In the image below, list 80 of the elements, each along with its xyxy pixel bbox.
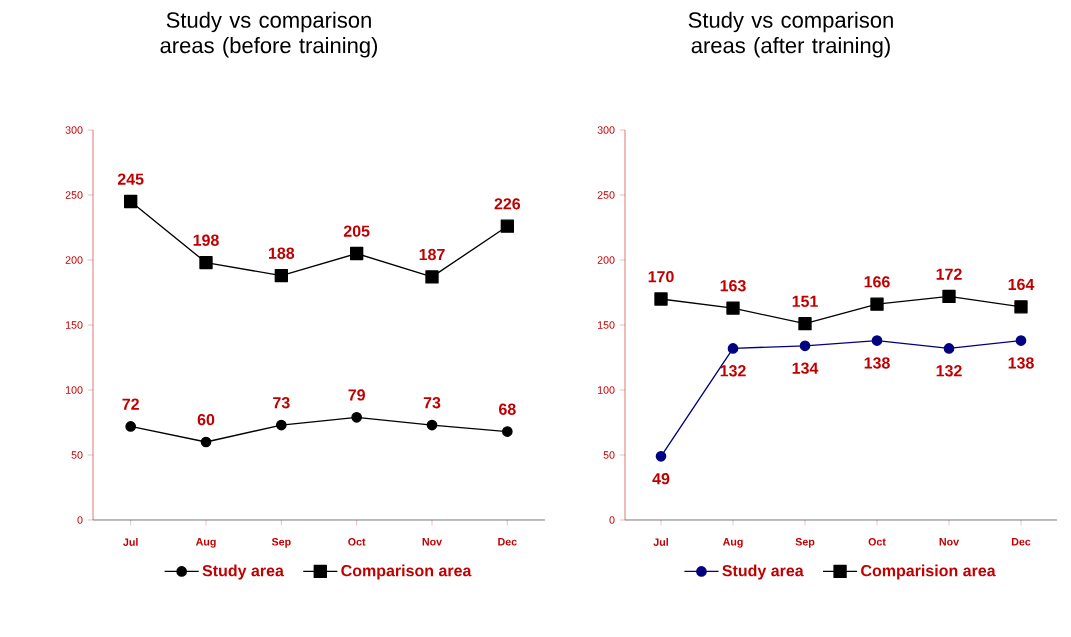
point [871,335,883,346]
point [276,419,287,431]
data-label: 73 [423,397,441,409]
point [500,219,514,233]
legend-label: Comparison area [341,564,472,580]
y-tick-label: 200 [597,256,615,264]
data-label: 226 [494,198,521,210]
y-tick-label: 250 [597,191,615,199]
point [943,343,955,354]
y-tick-label: 150 [65,321,83,329]
data-label: 164 [1008,278,1035,291]
data-label: 172 [936,268,962,280]
y-tick-label: 200 [65,256,83,264]
data-label: 151 [792,295,818,307]
point [124,194,138,209]
point [1014,300,1028,314]
legend-label: Study area [202,564,284,580]
x-tick-label: Nov [422,538,443,546]
x-tick-label: Aug [722,538,743,548]
point [655,450,667,462]
y-tick-label: 150 [597,321,615,329]
x-tick-label: Nov [939,538,960,546]
data-label: 138 [864,357,890,369]
data-label: 73 [273,397,290,409]
data-label: 132 [720,365,746,377]
data-label: 163 [720,280,746,292]
point [200,436,212,448]
data-label: 188 [268,247,295,259]
point [654,292,668,306]
point [799,340,811,352]
y-tick-label: 300 [597,126,615,134]
y-tick-label: 100 [65,386,83,394]
x-tick-label: Aug [195,538,216,548]
point [942,289,956,304]
data-label: 198 [193,234,219,246]
y-tick-label: 50 [603,451,615,459]
x-tick-label: Oct [348,538,366,546]
x-tick-label: Sep [271,538,291,548]
data-label: 49 [652,473,670,485]
data-label: 245 [117,173,144,185]
point [125,421,137,432]
data-label: 166 [864,276,890,288]
x-tick-label: Jul [653,538,668,546]
legend-label: Study area [722,564,804,580]
point [798,317,812,331]
data-label: 138 [1008,357,1034,369]
point [351,411,362,423]
data-label: 187 [419,248,445,261]
point [726,301,740,315]
point [274,268,289,283]
data-label: 68 [499,403,516,415]
y-tick-label: 250 [65,191,83,199]
x-tick-label: Dec [498,538,517,546]
chart-title: Study vs comparison areas (after training) [688,11,893,58]
data-label: 132 [936,365,962,377]
point [425,270,439,284]
point [727,343,739,354]
x-tick-label: Oct [868,538,886,546]
point [350,246,364,261]
data-label: 205 [343,225,370,237]
data-label: 134 [792,362,819,374]
data-label: 60 [197,413,215,426]
data-label: 79 [348,389,365,401]
legend-label: Comparision area [861,564,996,580]
x-tick-label: Jul [123,538,138,546]
point [199,255,213,270]
y-tick-label: 0 [77,516,83,524]
point [426,419,438,431]
y-tick-label: 50 [71,451,83,459]
data-label: 72 [122,398,139,410]
point [501,426,513,437]
point [870,297,884,311]
point [1015,335,1027,346]
data-label: 170 [648,270,674,283]
x-tick-label: Dec [1011,538,1031,546]
y-tick-label: 100 [597,386,615,394]
y-tick-label: 0 [609,516,615,524]
x-tick-label: Sep [795,538,815,548]
y-tick-label: 300 [65,126,83,134]
chart-title: Study vs comparison areas (before training) [160,11,378,58]
